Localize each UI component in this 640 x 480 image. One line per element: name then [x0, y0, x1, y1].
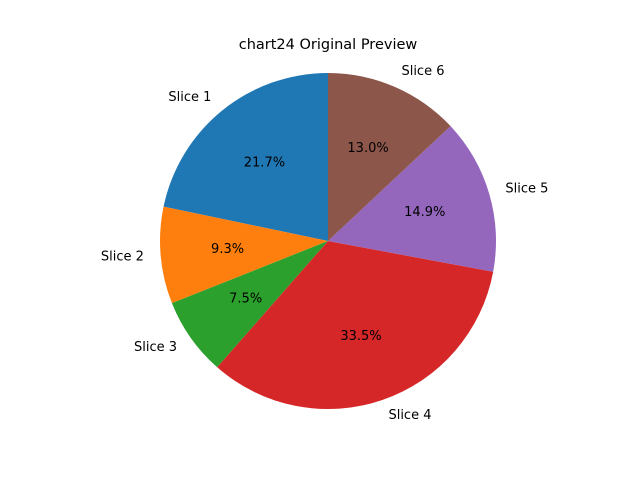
pie-slice-slice-6 [328, 73, 451, 241]
percent-label-slice-4: 33.5% [340, 329, 381, 344]
pie-slice-slice-3 [171, 241, 328, 368]
pie-slice-slice-5 [328, 126, 497, 272]
slice-label-slice-3: Slice 3 [134, 340, 177, 355]
percent-label-slice-6: 13.0% [347, 141, 388, 156]
percent-label-slice-1: 21.7% [244, 155, 285, 170]
slice-label-slice-2: Slice 2 [101, 249, 144, 264]
slice-label-slice-5: Slice 5 [505, 182, 548, 197]
slice-label-slice-6: Slice 6 [401, 64, 444, 79]
pie-slice-slice-2 [160, 206, 328, 304]
chart-title: chart24 Original Preview [239, 37, 418, 53]
slice-label-slice-1: Slice 1 [168, 90, 211, 105]
slice-labels: Slice 1 Slice 2 Slice 3 Slice 4 Slice 5 Slice… [101, 64, 549, 423]
percent-label-slice-2: 9.3% [211, 242, 244, 257]
percent-label-slice-5: 14.9% [404, 205, 445, 220]
pie-slices [160, 73, 497, 409]
pie-slice-slice-4 [217, 241, 494, 409]
percent-label-slice-3: 7.5% [229, 292, 262, 307]
slice-label-slice-4: Slice 4 [388, 408, 431, 423]
pie-slice-slice-1 [163, 73, 328, 241]
percent-labels: 21.7% 9.3% 7.5% 33.5% 14.9% 13.0% [211, 141, 445, 344]
